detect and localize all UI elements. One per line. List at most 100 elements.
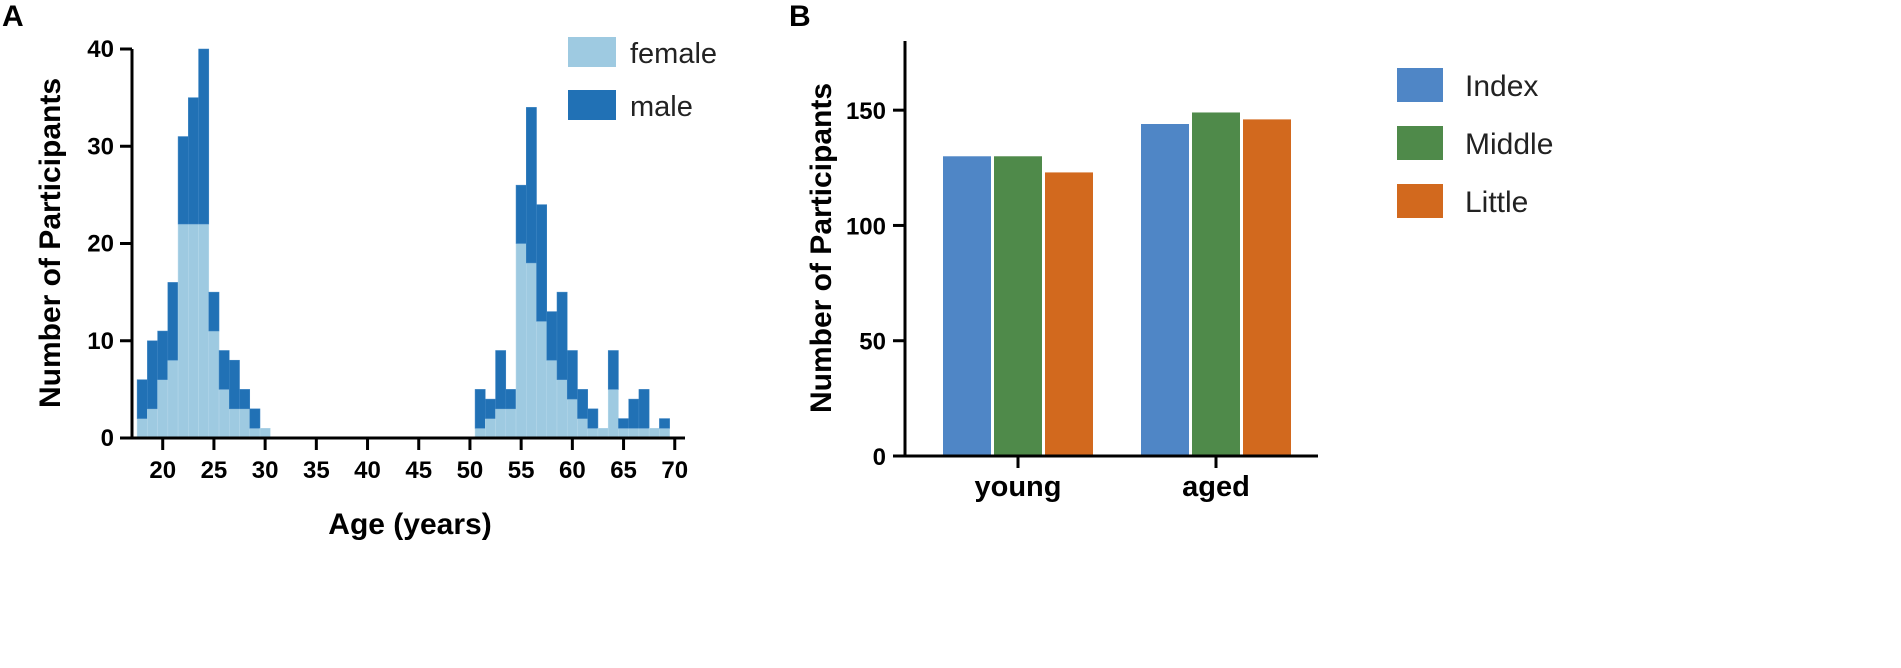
panel-b-y-ticks: 0 50 100 150 (846, 98, 905, 471)
legend-swatch-little (1397, 184, 1443, 218)
bar-male-64 (607, 350, 619, 390)
legend-swatch-female (568, 37, 616, 67)
bar-male-22 (177, 136, 189, 225)
bar-male-54 (505, 389, 517, 410)
bar-male-28 (239, 389, 251, 410)
panel-a-y-ticks: 0 10 20 30 40 (87, 36, 132, 452)
bar-male-57 (536, 204, 548, 322)
x-tick-label-70: 70 (661, 457, 688, 484)
legend-label-male: male (630, 91, 693, 123)
bar-male-18 (136, 379, 148, 419)
bar-male-55 (515, 184, 527, 244)
bar-index-aged (1141, 124, 1189, 456)
bar-male-51 (474, 389, 486, 429)
b-y-tick-label-50: 50 (859, 329, 886, 356)
panel-b-y-axis-title: Number of Participants (805, 83, 838, 413)
bar-male-25 (208, 291, 220, 332)
bar-male-69 (659, 418, 670, 429)
bar-male-60 (566, 350, 578, 400)
bar-female-21 (167, 359, 179, 439)
panel-a-y-axis-title: Number of Participants (34, 78, 67, 408)
bar-male-26 (218, 350, 230, 390)
bar-little-aged (1243, 119, 1291, 456)
legend-label-index: Index (1465, 70, 1538, 103)
legend-swatch-middle (1397, 126, 1443, 160)
bar-female-54 (505, 408, 517, 439)
x-tick-label-40: 40 (354, 457, 381, 484)
bar-male-19 (147, 340, 158, 410)
bar-male-59 (556, 291, 568, 380)
bar-male-66 (628, 398, 640, 429)
panel-b-legend: Index Middle Little (1397, 68, 1553, 219)
bar-female-64 (607, 389, 619, 439)
legend-label-middle: Middle (1465, 128, 1553, 161)
bar-female-58 (546, 359, 558, 439)
bar-male-67 (638, 389, 650, 429)
bar-little-young (1045, 172, 1093, 456)
x-tick-label-25: 25 (201, 457, 228, 484)
x-tick-label-50: 50 (457, 457, 484, 484)
bar-female-52 (485, 418, 496, 439)
bar-female-56 (526, 262, 537, 439)
bar-female-22 (177, 223, 189, 439)
legend-label-little: Little (1465, 186, 1528, 219)
bar-male-61 (577, 389, 588, 419)
bar-index-young (943, 156, 991, 456)
bar-male-52 (485, 398, 496, 419)
panel-a-x-axis-title: Age (years) (328, 508, 491, 541)
bar-female-25 (208, 330, 220, 439)
bar-male-24 (198, 48, 210, 225)
x-tick-label-30: 30 (252, 457, 279, 484)
panel-b-x-ticks: young aged (975, 456, 1250, 503)
bar-male-56 (526, 107, 537, 264)
x-tick-label-65: 65 (610, 457, 637, 484)
bar-female-28 (239, 408, 251, 439)
x-tick-label-45: 45 (405, 457, 432, 484)
y-tick-label-10: 10 (87, 328, 114, 355)
bar-male-62 (587, 408, 599, 429)
bar-female-27 (229, 408, 240, 439)
bar-male-53 (495, 350, 507, 410)
x-tick-label-60: 60 (559, 457, 586, 484)
x-tick-label-20: 20 (149, 457, 176, 484)
bar-female-24 (198, 223, 210, 439)
bar-female-61 (577, 418, 588, 439)
bar-female-57 (536, 321, 548, 439)
bar-female-60 (566, 398, 578, 439)
bar-female-26 (218, 389, 230, 439)
x-tick-label-55: 55 (508, 457, 535, 484)
y-tick-label-30: 30 (87, 133, 114, 160)
y-tick-label-0: 0 (101, 425, 114, 452)
category-label-aged: aged (1182, 471, 1250, 503)
b-y-tick-label-150: 150 (846, 98, 886, 125)
b-y-tick-label-0: 0 (873, 444, 886, 471)
legend-label-female: female (630, 38, 717, 70)
bar-female-59 (556, 379, 568, 439)
bar-female-20 (157, 379, 169, 439)
bar-male-20 (157, 330, 169, 380)
panel-b-bars (943, 112, 1291, 456)
bar-female-19 (147, 408, 158, 439)
category-label-young: young (975, 471, 1062, 503)
bar-male-21 (167, 282, 179, 361)
bar-male-23 (188, 97, 199, 225)
y-tick-label-20: 20 (87, 231, 114, 258)
bar-female-23 (188, 223, 199, 439)
bar-male-29 (249, 408, 261, 429)
x-tick-label-35: 35 (303, 457, 330, 484)
panel-a-x-ticks: 20 25 30 35 40 45 50 55 60 65 70 (149, 438, 688, 484)
panel-a-letter: A (2, 0, 24, 33)
bar-middle-young (994, 156, 1042, 456)
panel-a-bars (136, 48, 670, 439)
bar-male-27 (229, 359, 240, 410)
bar-female-53 (495, 408, 507, 439)
bar-male-65 (618, 418, 629, 429)
bar-female-18 (136, 418, 148, 439)
legend-swatch-index (1397, 68, 1443, 102)
bar-middle-aged (1192, 112, 1240, 456)
bar-male-58 (546, 311, 558, 361)
legend-swatch-male (568, 90, 616, 120)
panel-a-chart: 0 10 20 30 40 20 25 30 35 40 45 50 55 60 65 70 Age (ye… (34, 36, 717, 541)
b-y-tick-label-100: 100 (846, 213, 886, 240)
